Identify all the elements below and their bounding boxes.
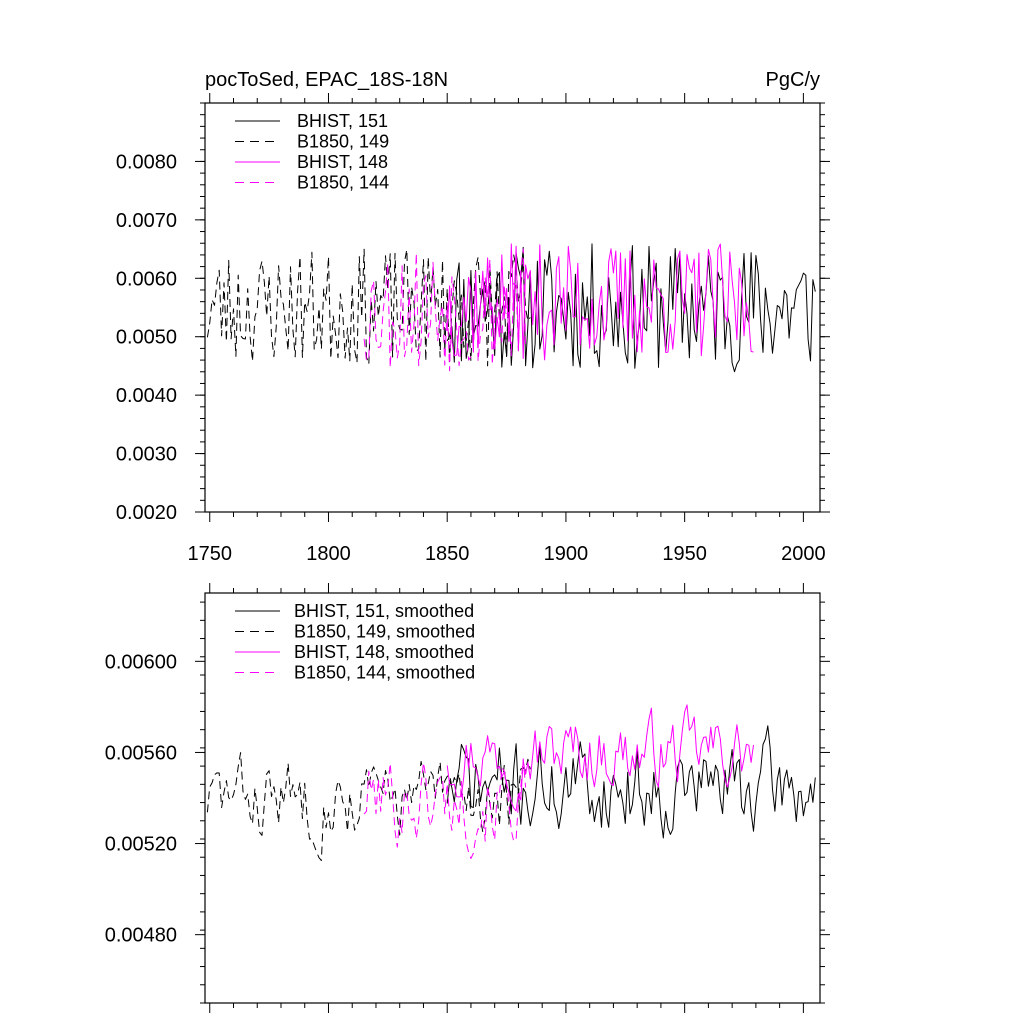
x-tick-label: 1900 bbox=[544, 543, 589, 565]
chart-panel-1: 1750 1800 1850 1900 1950 2000 0.0020 0.0030 0.00… bbox=[116, 69, 830, 565]
legend-label: BHIST, 151, smoothed bbox=[294, 601, 474, 621]
series-line-3 bbox=[446, 243, 754, 361]
y-tick-label: 0.0080 bbox=[116, 151, 177, 173]
legend-label: B1850, 149, smoothed bbox=[294, 622, 475, 642]
x-tick-label: 1850 bbox=[425, 543, 470, 565]
series-line-4 bbox=[363, 248, 527, 372]
x-tick-label: 1750 bbox=[187, 543, 232, 565]
series-line-1 bbox=[446, 725, 816, 839]
plot-frame bbox=[204, 102, 821, 513]
series-line-1 bbox=[446, 243, 816, 373]
series-line-2 bbox=[206, 752, 531, 861]
plot-frame bbox=[204, 592, 821, 1004]
y-tick-label: 0.0030 bbox=[116, 444, 177, 466]
x-tick-label: 1800 bbox=[306, 543, 351, 565]
y-tick-label: 0.00560 bbox=[105, 742, 177, 764]
y-tick-label: 0.00480 bbox=[105, 925, 177, 947]
chart-panel-2: 0.00480 0.00520 0.00560 0.00600 BHIST, 151, … bbox=[105, 583, 830, 1013]
legend-label: B1850, 144, smoothed bbox=[294, 663, 475, 683]
y-tick-label: 0.0070 bbox=[116, 210, 177, 232]
legend-label: B1850, 144 bbox=[297, 173, 389, 193]
series-line-2 bbox=[206, 248, 531, 367]
y-tick-label: 0.0020 bbox=[116, 502, 177, 524]
y-tick-label: 0.0060 bbox=[116, 268, 177, 290]
legend-label: BHIST, 151 bbox=[297, 111, 388, 131]
chart-title: pocToSed, EPAC_18S-18N bbox=[205, 69, 448, 91]
x-tick-label: 2000 bbox=[781, 543, 826, 565]
y-tick-label: 0.00520 bbox=[105, 834, 177, 856]
chart-units: PgC/y bbox=[766, 69, 820, 91]
legend-label: B1850, 149 bbox=[297, 132, 389, 152]
y-tick-label: 0.00600 bbox=[105, 651, 177, 673]
legend-label: BHIST, 148 bbox=[297, 152, 388, 172]
y-tick-label: 0.0040 bbox=[116, 385, 177, 407]
legend-label: BHIST, 148, smoothed bbox=[294, 642, 474, 662]
x-tick-label: 1950 bbox=[662, 543, 707, 565]
series-line-3 bbox=[446, 704, 754, 812]
y-tick-label: 0.0050 bbox=[116, 327, 177, 349]
series-line-4 bbox=[363, 758, 527, 859]
